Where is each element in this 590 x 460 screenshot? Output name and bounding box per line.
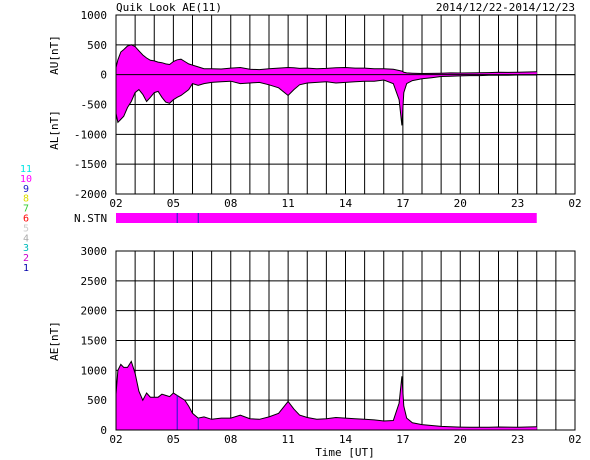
au-al-y-ticks: 1000 500 0 -500 -1000 -1500 -2000: [74, 9, 107, 201]
x-tick-label: 11: [282, 433, 295, 446]
x-tick-label: 23: [511, 197, 524, 210]
x-tick-label: 11: [282, 197, 295, 210]
figure-title: Quik Look AE(11): [116, 1, 222, 14]
x-tick-label: 14: [339, 433, 353, 446]
y-tick-label: -2000: [74, 188, 107, 201]
ae-axis-label: AE[nT]: [48, 321, 61, 361]
ae-frame: [115, 250, 576, 431]
y-tick-label: 0: [100, 69, 107, 82]
y-tick-label: -1500: [74, 158, 107, 171]
ae-series-line: [115, 360, 537, 428]
x-tick-label: 20: [454, 197, 467, 210]
station-legend-item: 2: [23, 253, 29, 264]
station-legend-item: 7: [23, 204, 29, 215]
x-tick-label: 02: [568, 197, 581, 210]
x-tick-label: 14: [339, 197, 353, 210]
y-tick-label: 0: [100, 424, 107, 437]
ae-data: [115, 360, 537, 430]
au-al-frame: [115, 14, 576, 195]
y-tick-label: -500: [81, 99, 108, 112]
ae-panel: 3000 2500 2000 1500 1000 500 0 02 05 08 11 14 17 20 2…: [48, 245, 582, 459]
y-tick-label: 1000: [81, 9, 108, 22]
au-al-grid: [116, 15, 575, 194]
x-tick-label: 02: [568, 433, 581, 446]
station-legend-item: 4: [23, 233, 29, 244]
ae-y-ticks: 3000 2500 2000 1500 1000 500 0: [81, 245, 108, 437]
al-axis-label: AL[nT]: [48, 110, 61, 150]
station-legend-item: 8: [23, 194, 29, 205]
station-count-bar: [116, 213, 537, 223]
ae-area: [116, 361, 537, 430]
y-tick-label: 3000: [81, 245, 108, 258]
station-legend-item: 10: [20, 174, 32, 185]
y-tick-label: 1500: [81, 335, 108, 348]
au-al-panel: 1000 500 0 -500 -1000 -1500 -2000 02 05 08 11 14 17…: [48, 9, 582, 210]
station-legend-item: 9: [23, 184, 29, 195]
ae-grid: [116, 251, 575, 430]
x-axis-label: Time [UT]: [315, 446, 375, 459]
y-tick-label: 2000: [81, 305, 108, 318]
station-legend-item: 3: [23, 243, 29, 254]
y-tick-label: -1000: [74, 128, 107, 141]
au-al-data: [115, 44, 575, 126]
date-range: 2014/12/22-2014/12/23: [436, 1, 575, 14]
y-tick-label: 1000: [81, 364, 108, 377]
station-legend-item: 1: [23, 263, 29, 274]
au-series-line: [115, 44, 537, 75]
x-tick-label: 02: [109, 433, 122, 446]
x-tick-label: 08: [224, 433, 237, 446]
station-legend-item: 6: [23, 214, 29, 225]
x-tick-label: 23: [511, 433, 524, 446]
x-tick-label: 05: [167, 197, 180, 210]
au-al-x-ticks: 02 05 08 11 14 17 20 23 02: [109, 197, 581, 210]
x-tick-label: 02: [109, 197, 122, 210]
y-tick-label: 500: [87, 39, 107, 52]
x-tick-label: 17: [396, 197, 409, 210]
station-count-segment: [116, 213, 537, 223]
al-series-line: [115, 74, 537, 126]
x-tick-label: 05: [167, 433, 180, 446]
y-tick-label: 500: [87, 394, 107, 407]
x-tick-label: 17: [396, 433, 409, 446]
station-legend-item: 5: [23, 223, 29, 234]
au-axis-label: AU[nT]: [48, 35, 61, 75]
station-count-label: N.STN: [74, 212, 107, 225]
ae-x-ticks: 02 05 08 11 14 17 20 23 02: [109, 433, 581, 446]
x-tick-label: 20: [454, 433, 467, 446]
station-count-panel: N.STN: [74, 212, 537, 225]
y-tick-label: 2500: [81, 275, 108, 288]
station-legend-item: 11: [20, 164, 32, 175]
x-tick-label: 08: [224, 197, 237, 210]
